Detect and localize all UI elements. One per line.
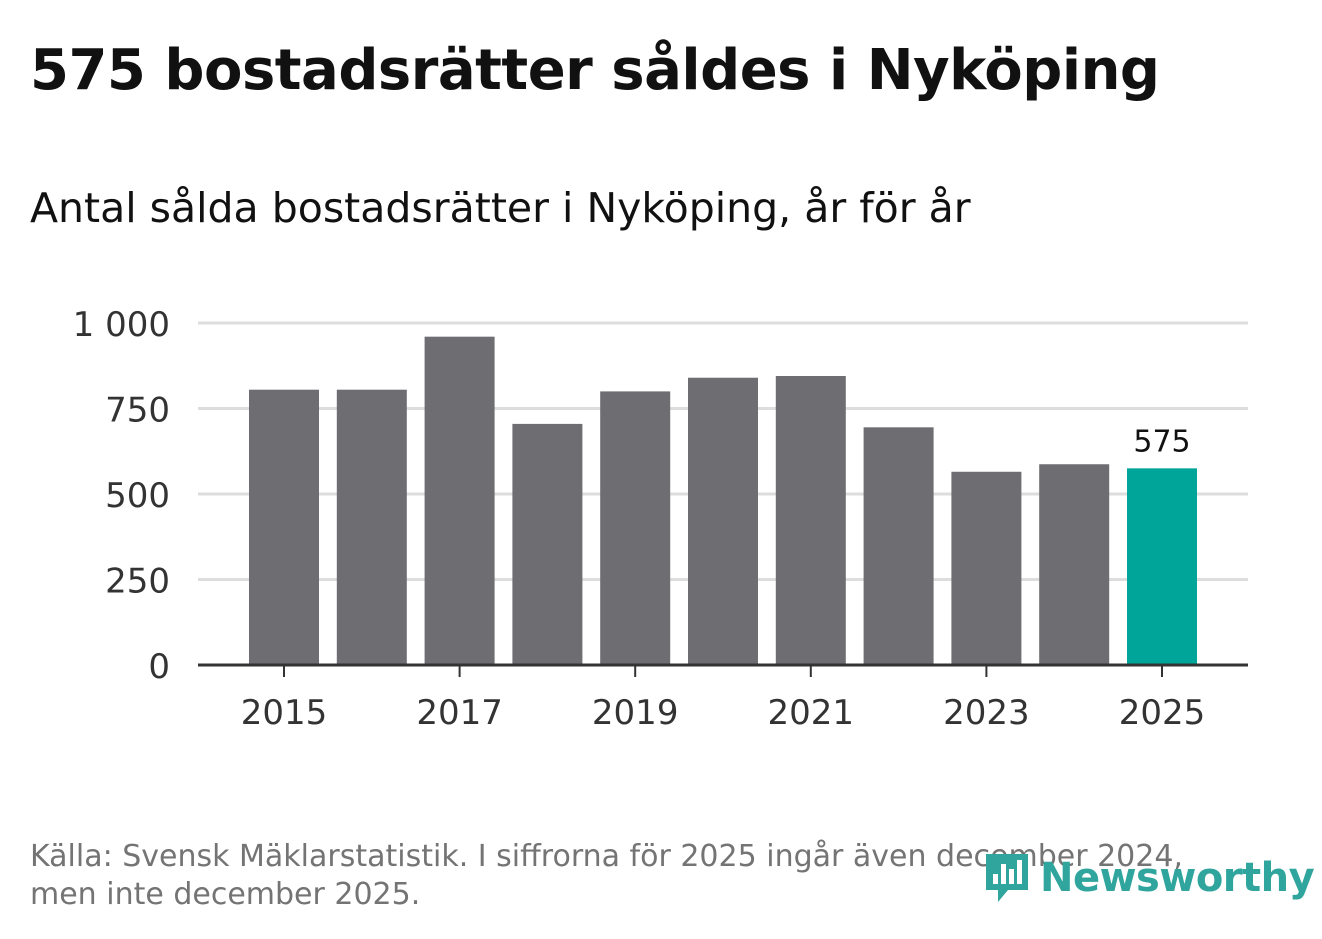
bar (424, 336, 495, 665)
x-tick-label: 2017 (416, 693, 503, 733)
bar (775, 376, 846, 665)
x-tick-label: 2019 (592, 693, 679, 733)
y-tick-label: 0 (148, 647, 170, 687)
x-tick-label: 2025 (1119, 693, 1206, 733)
y-tick-label: 750 (105, 391, 170, 431)
bar-highlight (1127, 468, 1197, 665)
x-tick-label: 2023 (943, 693, 1030, 733)
bar (600, 391, 671, 665)
bar (863, 427, 934, 665)
bar (688, 377, 758, 665)
chart-title: 575 bostadsrätter såldes i Nyköping (30, 38, 1160, 103)
bar-chart: 0 250 500 750 1 000 575 2015 2017 2019 2021 2023 20… (73, 305, 1248, 733)
bar (249, 389, 319, 665)
x-tick-label: 2021 (768, 693, 855, 733)
y-tick-label: 500 (105, 476, 170, 516)
brand-logo: Newsworthy (982, 848, 1315, 908)
bar (1039, 464, 1110, 665)
x-tick-label: 2015 (241, 693, 328, 733)
bar (512, 423, 583, 665)
newsworthy-logo-icon (986, 854, 1028, 902)
bar (336, 389, 407, 665)
chart-subtitle: Antal sålda bostadsrätter i Nyköping, år… (30, 184, 971, 232)
data-label: 575 (1133, 424, 1190, 459)
y-tick-label: 1 000 (73, 305, 170, 345)
y-tick-label: 250 (105, 562, 170, 602)
brand-name: Newsworthy (1040, 855, 1315, 901)
bar (951, 471, 1022, 665)
